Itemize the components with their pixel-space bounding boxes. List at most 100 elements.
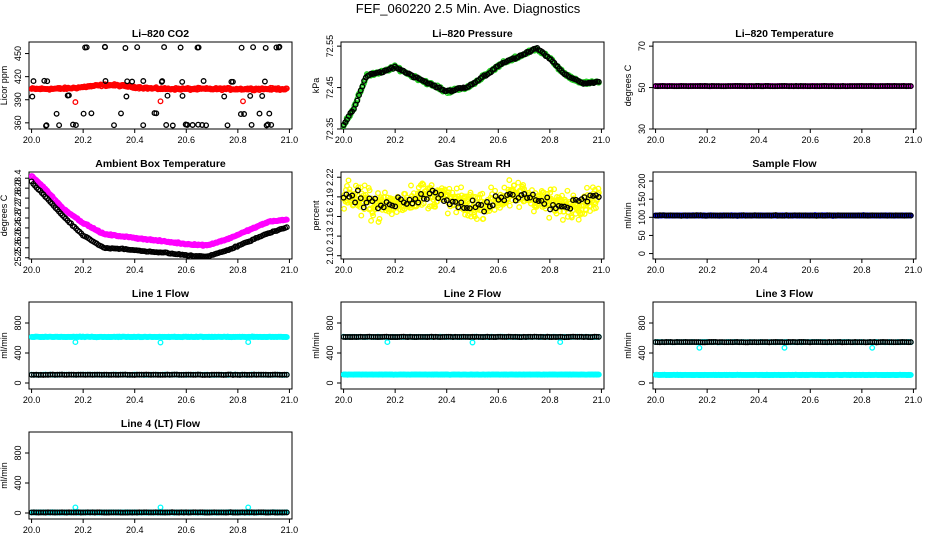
y-tick-label: 25.6 [13, 239, 23, 257]
co2-b-point [122, 45, 129, 51]
co2-b-point [179, 92, 186, 99]
x-tick-label: 20.6 [802, 265, 820, 275]
rh-b-point [352, 199, 359, 206]
rh-a-point [375, 218, 382, 225]
sflow-b-point [905, 212, 912, 219]
co2-b-point [30, 78, 37, 85]
rh-a-point [341, 205, 348, 212]
co2-a-point [72, 99, 79, 106]
series-points [653, 212, 914, 219]
x-tick-label: 20.6 [490, 265, 508, 275]
co2-b-point [124, 78, 131, 85]
x-tick-label: 20.6 [490, 135, 508, 145]
series-points [29, 333, 290, 378]
co2-b-point [189, 122, 196, 128]
l1-a-point [157, 339, 164, 346]
rh-b-point [392, 203, 399, 210]
rh-a-point [544, 191, 551, 197]
co2-b-point [241, 111, 248, 117]
rh-b-point [341, 194, 347, 201]
y-tick-label: 2.19 [325, 188, 335, 206]
press-b-point [354, 97, 361, 104]
rh-b-point [372, 195, 379, 202]
rh-a-point [530, 208, 537, 215]
rh-a-point [358, 212, 365, 219]
x-tick-label: 21.0 [593, 135, 611, 145]
rh-b-point [544, 194, 551, 201]
co2-b-point [41, 77, 48, 84]
rh-a-point [488, 184, 495, 191]
x-tick-label: 20.0 [335, 265, 353, 275]
y-tick-label: 420 [13, 69, 23, 84]
rh-a-point [568, 214, 575, 221]
x-tick-label: 20.0 [647, 395, 665, 405]
rh-b-point [581, 194, 588, 201]
y-tick-label: 400 [637, 345, 647, 360]
y-tick-label: 800 [325, 315, 335, 330]
x-tick-label: 20.4 [750, 395, 768, 405]
y-tick-label: 400 [13, 475, 23, 490]
x-tick-label: 20.2 [386, 265, 404, 275]
l2-b-point [595, 333, 602, 340]
rh-a-point [575, 216, 582, 223]
rh-a-point [559, 216, 566, 223]
y-tick-label: 0 [637, 380, 647, 385]
rh-b-point [521, 191, 528, 197]
rh-b-point [567, 205, 574, 212]
rh-a-point [361, 182, 368, 189]
co2-a-point [283, 85, 290, 92]
rh-a-point [547, 189, 554, 196]
co2-b-point [102, 78, 109, 84]
press-b-point [595, 78, 602, 85]
rh-a-point [492, 187, 499, 194]
y-tick-label: 28.4 [13, 169, 23, 187]
rh-a-point [483, 208, 490, 215]
x-tick-label: 20.6 [802, 135, 820, 145]
x-tick-label: 20.0 [335, 135, 353, 145]
rh-a-point [432, 203, 439, 210]
co2-b-point [248, 121, 255, 128]
y-tick-label: 0 [325, 380, 335, 385]
y-tick-label: 400 [325, 345, 335, 360]
rh-b-point [403, 200, 410, 207]
rh-b-point [400, 199, 407, 206]
x-tick-label: 20.2 [386, 395, 404, 405]
x-tick-label: 21.0 [281, 395, 299, 405]
rh-b-point [418, 191, 424, 197]
rh-b-point [595, 194, 602, 200]
co2-b-point [237, 111, 244, 118]
rh-b-point [443, 197, 450, 204]
x-tick-label: 20.6 [802, 395, 820, 405]
y-tick-label: 72.55 [325, 35, 335, 58]
plot-rh: Gas Stream RHpercent2.102.132.162.192.22… [311, 158, 610, 275]
series-points [653, 338, 914, 379]
rh-b-point [541, 200, 548, 207]
rh-b-point [441, 198, 447, 205]
y-axis-label: kPa [311, 78, 321, 94]
co2-b-point [221, 93, 228, 100]
co2-b-point [261, 78, 268, 85]
rh-b-point [587, 192, 594, 199]
series-points [29, 504, 290, 516]
y-axis-label: percent [311, 200, 321, 231]
rh-b-point [504, 192, 511, 198]
rh-a-point [465, 212, 471, 219]
rh-b-point [423, 196, 430, 203]
co2-b-point [64, 92, 71, 99]
rh-a-point [368, 217, 375, 224]
rh-b-point [561, 203, 568, 210]
rh-a-point [464, 193, 470, 200]
co2-b-point [140, 78, 147, 84]
rh-b-point [420, 195, 427, 202]
rh-b-point [349, 192, 356, 199]
l4-a-point [72, 504, 79, 511]
y-axis-label: degrees C [0, 194, 9, 236]
rh-a-point [428, 182, 435, 189]
rh-b-point [409, 200, 416, 207]
rh-b-point [478, 202, 485, 208]
